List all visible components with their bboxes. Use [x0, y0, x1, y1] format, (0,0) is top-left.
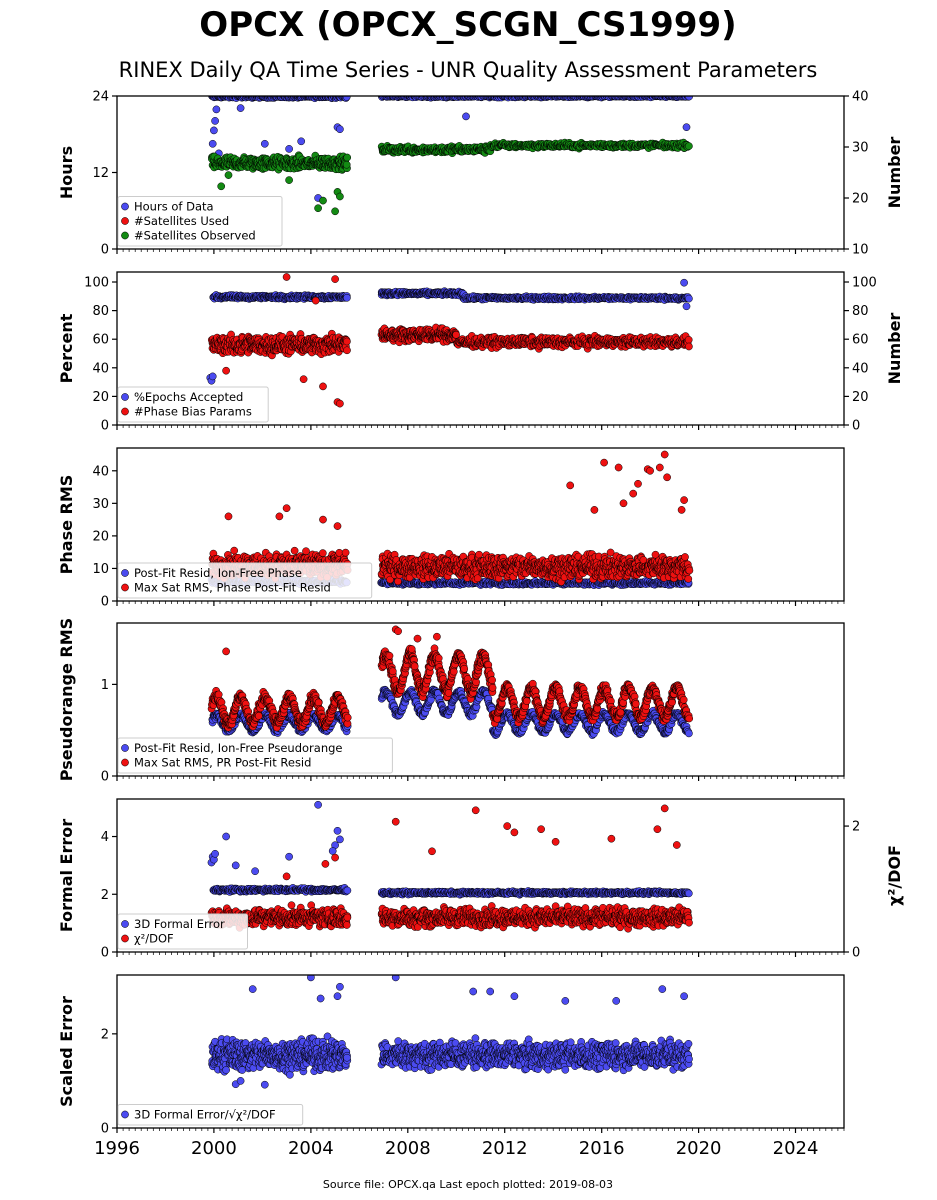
- y-right-tick-label: 20: [852, 390, 869, 405]
- y-tick-label: 100: [84, 276, 109, 291]
- outlier-red-point: [336, 399, 344, 408]
- y-tick-label: 20: [92, 390, 109, 405]
- y-right-tick-label: 60: [852, 333, 869, 348]
- legend-marker: [121, 217, 129, 225]
- y-tick-label: 0: [101, 419, 109, 434]
- data-point-green-point: [343, 153, 352, 162]
- data-point-red-point: [685, 342, 693, 351]
- legend-entry: #Satellites Used: [134, 214, 229, 228]
- legend-entry: #Phase Bias Params: [134, 405, 252, 419]
- outlier-red-point: [331, 275, 339, 283]
- y-axis-label: Percent: [57, 313, 76, 383]
- legend-marker: [121, 202, 129, 211]
- outlier-red-point: [299, 375, 308, 384]
- data-point-red-point: [684, 335, 693, 344]
- y-tick-label: 40: [92, 361, 109, 376]
- y-right-tick-label: 40: [852, 361, 869, 376]
- data-point-red-point: [302, 547, 310, 556]
- y-axis-label-right: Number: [885, 137, 904, 209]
- outlier-blue-point: [210, 126, 218, 135]
- outlier-green-point: [217, 182, 226, 191]
- data-point-green-point: [342, 160, 351, 169]
- data-point-blue-point: [343, 293, 351, 302]
- legend-marker: [121, 231, 129, 240]
- outlier-blue-point: [208, 372, 217, 381]
- y-tick-label: 80: [92, 304, 109, 319]
- legend-entry: %Epochs Accepted: [134, 390, 243, 404]
- outlier-red-point: [311, 296, 320, 305]
- outlier-green-point: [224, 171, 233, 179]
- y-right-tick-label: 0: [852, 419, 860, 434]
- outlier-blue-point: [462, 112, 470, 121]
- outlier-blue-point: [236, 104, 245, 112]
- outlier-blue-point: [285, 145, 293, 153]
- legend-marker: [121, 393, 129, 401]
- y-right-tick-label: 100: [852, 276, 877, 291]
- y-tick-label: 0: [101, 243, 109, 258]
- outlier-red-point: [282, 273, 291, 281]
- panel-2: 0 20 40 60 80 100 0 20 40 60 80 100 Percent Number %Ep…: [57, 271, 904, 434]
- legend-marker: [121, 407, 129, 416]
- y-tick-label: 12: [92, 166, 109, 181]
- y-tick-label: 24: [92, 90, 109, 105]
- data-point-green-point: [685, 142, 693, 150]
- outlier-blue-point: [682, 302, 691, 311]
- outlier-green-point: [285, 176, 293, 184]
- legend-entry: Hours of Data: [134, 200, 214, 214]
- data-point-blue-point: [685, 294, 693, 303]
- outlier-blue-point: [336, 125, 344, 134]
- y-right-tick-label: 10: [852, 243, 869, 258]
- points-2: [206, 273, 693, 408]
- outlier-blue-point: [680, 278, 688, 287]
- outlier-green-point: [336, 192, 344, 201]
- y-right-tick-label: 30: [852, 141, 869, 156]
- outlier-blue-point: [682, 123, 691, 132]
- outlier-green-point: [319, 196, 327, 205]
- outlier-red-point: [222, 366, 230, 375]
- outlier-blue-point: [260, 139, 269, 148]
- figure-subtitle: RINEX Daily QA Time Series - UNR Quality…: [119, 58, 818, 82]
- outlier-green-point: [314, 204, 322, 213]
- outlier-blue-point: [212, 105, 221, 114]
- legend-box: [117, 196, 283, 247]
- data-point-red-point: [343, 337, 351, 346]
- outlier-blue-point: [211, 117, 219, 125]
- data-point-blue-point: [342, 96, 351, 101]
- data-point-red-point: [290, 546, 299, 555]
- y-axis-label-right: Number: [885, 313, 904, 385]
- outlier-blue-point: [297, 137, 306, 146]
- y-right-tick-label: 20: [852, 192, 869, 207]
- outlier-red-point: [319, 382, 327, 391]
- figure-title: OPCX (OPCX_SCGN_CS1999): [199, 5, 736, 45]
- y-axis-label: Hours: [57, 146, 76, 199]
- points-1: [208, 96, 693, 216]
- data-point-red-point: [318, 549, 327, 557]
- y-right-tick-label: 40: [852, 90, 869, 105]
- data-point-red-point: [343, 346, 351, 355]
- legend-entry: #Satellites Observed: [134, 229, 256, 243]
- outlier-blue-point: [208, 139, 217, 148]
- y-tick-label: 60: [92, 333, 109, 348]
- outlier-green-point: [331, 207, 339, 216]
- data-point-red-point: [341, 548, 350, 557]
- data-point-red-point: [230, 546, 239, 555]
- y-right-tick-label: 80: [852, 304, 869, 319]
